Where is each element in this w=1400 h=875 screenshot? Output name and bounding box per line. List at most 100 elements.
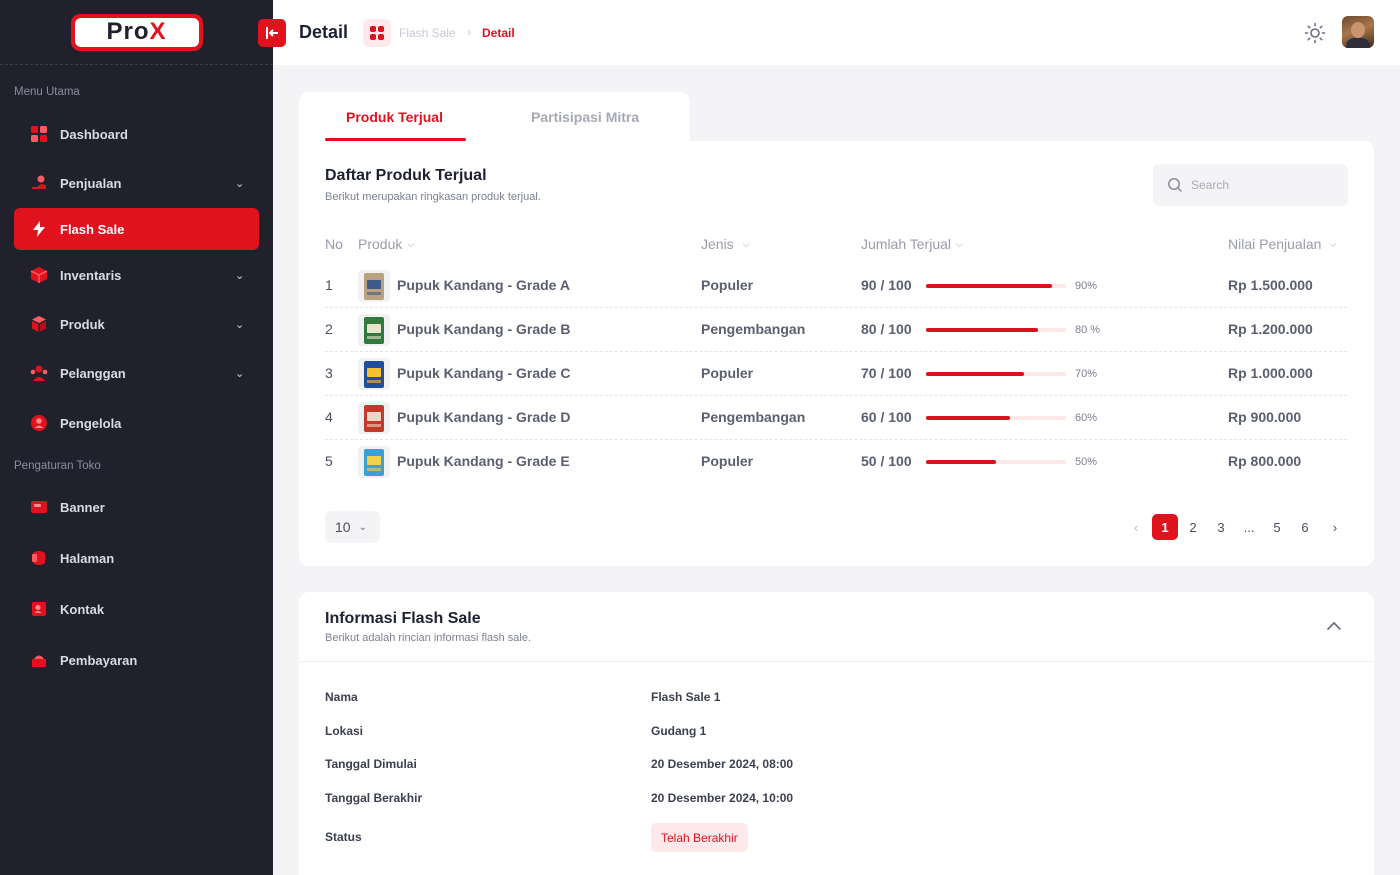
theme-toggle-sun-icon[interactable] xyxy=(1304,22,1326,44)
section-label-pengaturan-toko: Pengaturan Toko xyxy=(14,460,101,472)
chevron-down-icon: ⌄ xyxy=(358,521,367,533)
column-header-jumlah-terjual[interactable]: Jumlah Terjual ⌵ xyxy=(861,236,963,252)
product-type: Pengembangan xyxy=(701,409,806,425)
tab-bar: Produk Terjual Partisipasi Mitra xyxy=(299,92,690,141)
pagination-page-2[interactable]: 2 xyxy=(1189,519,1197,535)
product-thumbnail xyxy=(358,270,390,302)
manager-icon xyxy=(30,414,48,432)
product-name: Pupuk Kandang - Grade D xyxy=(397,409,571,425)
payment-icon xyxy=(30,651,48,669)
tab-produk-terjual[interactable]: Produk Terjual xyxy=(346,109,443,125)
sidebar-item-inventaris[interactable]: Inventaris ⌄ xyxy=(14,254,259,296)
product-name: Pupuk Kandang - Grade A xyxy=(397,277,570,293)
row-number: 1 xyxy=(325,277,333,293)
product-thumbnail xyxy=(358,402,390,434)
sidebar-item-flash-sale[interactable]: Flash Sale xyxy=(14,208,259,250)
info-value-tanggal-dimulai: 20 Desember 2024, 08:00 xyxy=(651,757,794,771)
back-button[interactable] xyxy=(258,19,286,47)
table-row[interactable]: 3 Pupuk Kandang - Grade C Populer 70 / 100 7… xyxy=(325,352,1347,396)
pagination-next-button[interactable]: › xyxy=(1332,519,1338,535)
product-thumbnail xyxy=(358,358,390,390)
product-type: Populer xyxy=(701,365,754,381)
chevron-down-icon: ⌄ xyxy=(235,318,245,331)
sort-chevron-icon: ⌵ xyxy=(956,238,963,249)
rows-per-page-select[interactable]: 10 ⌄ xyxy=(325,511,380,543)
arrow-left-icon xyxy=(266,27,278,39)
sold-progress-fill xyxy=(926,460,996,464)
quantity-sold: 80 / 100 xyxy=(861,321,912,337)
banner-icon xyxy=(30,498,48,516)
sold-progress-fill xyxy=(926,284,1052,288)
row-number: 3 xyxy=(325,365,333,381)
sidebar-item-banner[interactable]: Banner xyxy=(14,486,259,528)
dashboard-icon xyxy=(30,125,48,143)
info-value-tanggal-berakhir: 20 Desember 2024, 10:00 xyxy=(651,791,794,805)
sold-percent: 90% xyxy=(1075,280,1098,292)
sold-progress-bar xyxy=(926,372,1066,376)
info-value-lokasi: Gudang 1 xyxy=(651,724,707,738)
product-type: Populer xyxy=(701,453,754,469)
product-type: Pengembangan xyxy=(701,321,806,337)
info-label-nama: Nama xyxy=(325,690,358,704)
search-input[interactable] xyxy=(1191,164,1341,206)
sold-progress-bar xyxy=(926,328,1066,332)
sidebar-item-label: Pembayaran xyxy=(60,652,138,668)
sidebar-item-kontak[interactable]: Kontak xyxy=(14,588,259,630)
sidebar-item-label: Penjualan xyxy=(60,175,122,191)
app-logo[interactable]: Pro X xyxy=(70,13,203,51)
pagination-ellipsis: ... xyxy=(1243,519,1255,535)
pagination-page-6[interactable]: 6 xyxy=(1301,519,1309,535)
product-name: Pupuk Kandang - Grade E xyxy=(397,453,570,469)
column-header-produk[interactable]: Produk ⌵ xyxy=(358,236,415,252)
column-header-jenis[interactable]: Jenis ⌵ xyxy=(701,236,750,252)
products-card-title: Daftar Produk Terjual xyxy=(325,167,487,184)
chevron-down-icon: ⌄ xyxy=(235,269,245,282)
sidebar-item-halaman[interactable]: Halaman xyxy=(14,537,259,579)
table-row[interactable]: 2 Pupuk Kandang - Grade B Pengembangan 80 /… xyxy=(325,308,1347,352)
info-card-title: Informasi Flash Sale xyxy=(325,610,481,627)
products-card-subtitle: Berikut merupakan ringkasan produk terju… xyxy=(325,191,541,203)
chevron-down-icon: ⌄ xyxy=(235,177,245,190)
status-badge: Telah Berakhir xyxy=(651,823,748,852)
tab-partisipasi-mitra[interactable]: Partisipasi Mitra xyxy=(531,109,640,125)
sidebar-item-label: Halaman xyxy=(60,550,115,566)
product-name: Pupuk Kandang - Grade C xyxy=(397,365,571,381)
table-row[interactable]: 1 Pupuk Kandang - Grade A Populer 90 / 100 9… xyxy=(325,264,1347,308)
inventory-icon xyxy=(30,266,48,284)
row-number: 2 xyxy=(325,321,333,337)
info-label-tanggal-dimulai: Tanggal Dimulai xyxy=(325,757,417,771)
sold-progress-fill xyxy=(926,372,1024,376)
pagination-page-3[interactable]: 3 xyxy=(1217,519,1225,535)
sidebar-item-pelanggan[interactable]: Pelanggan ⌄ xyxy=(14,352,259,394)
divider xyxy=(299,661,1374,662)
logo-area: Pro X xyxy=(0,0,273,65)
sidebar-item-penjualan[interactable]: Penjualan ⌄ xyxy=(14,162,259,204)
sidebar-item-label: Kontak xyxy=(60,601,105,617)
sidebar-item-pengelola[interactable]: Pengelola xyxy=(14,402,259,444)
table-row[interactable]: 4 Pupuk Kandang - Grade D Pengembangan 60 /… xyxy=(325,396,1347,440)
sold-progress-fill xyxy=(926,328,1038,332)
table-row[interactable]: 5 Pupuk Kandang - Grade E Populer 50 / 100 5… xyxy=(325,440,1347,484)
sidebar: Pro X Menu Utama Dashboard Penjualan ⌄ Fl… xyxy=(0,0,273,875)
sales-value: Rp 900.000 xyxy=(1228,409,1302,425)
info-card-subtitle: Berikut adalah rincian informasi flash s… xyxy=(325,632,532,644)
product-type: Populer xyxy=(701,277,754,293)
breadcrumb-item-flash-sale[interactable]: Flash Sale xyxy=(399,26,456,40)
flash-icon xyxy=(30,220,48,238)
info-label-status: Status xyxy=(325,830,362,844)
flash-sale-info-card: Informasi Flash Sale Berikut adalah rinc… xyxy=(299,592,1374,875)
pagination-prev-button[interactable]: ‹ xyxy=(1133,519,1139,535)
user-avatar[interactable] xyxy=(1342,16,1374,48)
chevron-up-icon[interactable] xyxy=(1324,616,1344,636)
sidebar-item-produk[interactable]: Produk ⌄ xyxy=(14,303,259,345)
row-number: 5 xyxy=(325,453,333,469)
pagination-page-1[interactable]: 1 xyxy=(1152,514,1178,540)
pagination-page-5[interactable]: 5 xyxy=(1273,519,1281,535)
page-icon xyxy=(30,549,48,567)
sidebar-item-pembayaran[interactable]: Pembayaran xyxy=(14,639,259,681)
breadcrumb-separator-icon: › xyxy=(467,25,471,39)
products-sold-card: Daftar Produk Terjual Berikut merupakan … xyxy=(299,141,1374,566)
sidebar-item-dashboard[interactable]: Dashboard xyxy=(14,113,259,155)
column-header-nilai-penjualan[interactable]: Nilai Penjualan ⌵ xyxy=(1228,236,1337,252)
column-header-no: No xyxy=(325,236,343,252)
